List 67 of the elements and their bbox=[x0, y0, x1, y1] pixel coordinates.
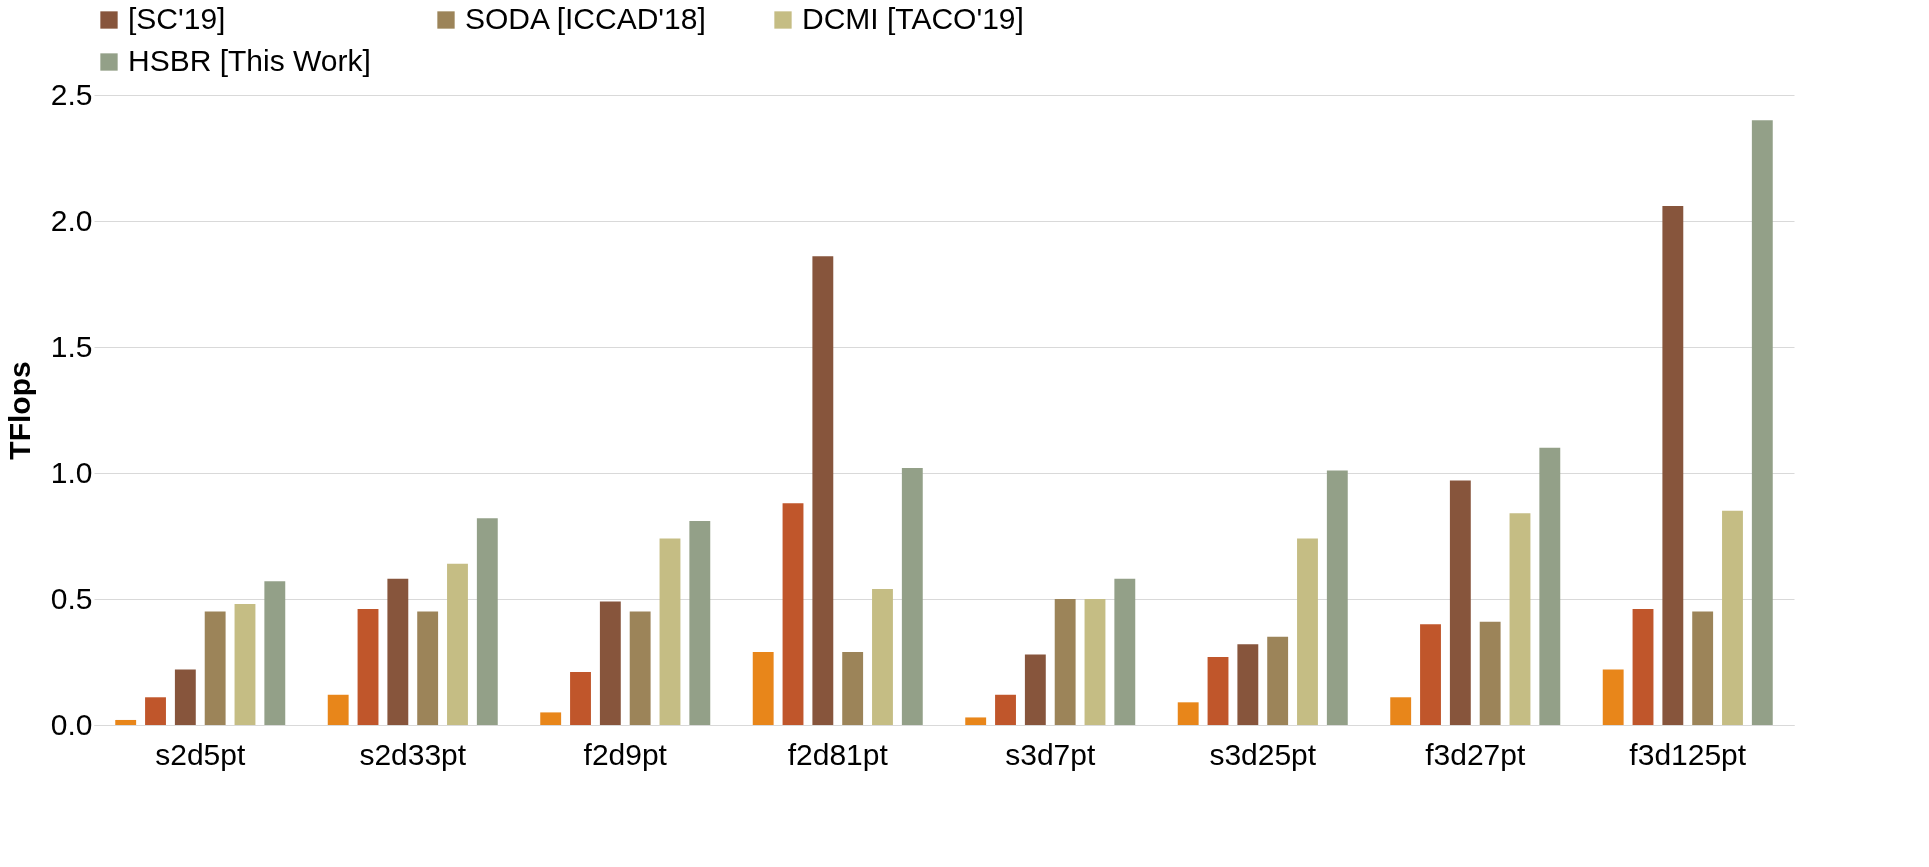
bar bbox=[1692, 611, 1714, 725]
bar bbox=[872, 588, 893, 725]
bar bbox=[234, 604, 256, 725]
bar bbox=[1662, 205, 1684, 725]
y-tick-label: 2.0 bbox=[50, 203, 93, 237]
bar bbox=[659, 538, 681, 725]
legend-label: DCMI [TACO'19] bbox=[802, 2, 1024, 35]
y-tick-label: 1.5 bbox=[50, 329, 93, 363]
y-tick-label: 2.5 bbox=[50, 77, 93, 111]
bar bbox=[115, 719, 137, 725]
bar bbox=[1207, 656, 1229, 725]
bar bbox=[965, 717, 987, 725]
bar bbox=[570, 672, 591, 725]
bar bbox=[842, 651, 864, 725]
x-tick-label: s3d25pt bbox=[1209, 737, 1317, 771]
bar bbox=[1509, 513, 1531, 725]
bar bbox=[145, 697, 166, 725]
bar bbox=[1420, 624, 1441, 725]
bar bbox=[1084, 599, 1106, 725]
bar bbox=[327, 694, 349, 725]
legend-label: [SC'19] bbox=[128, 2, 226, 35]
bar bbox=[599, 601, 621, 725]
bar bbox=[357, 609, 379, 725]
bar bbox=[476, 518, 498, 725]
bar bbox=[1114, 578, 1136, 725]
x-tick-label: s3d7pt bbox=[1005, 737, 1096, 771]
bar bbox=[1267, 636, 1289, 725]
bar bbox=[174, 669, 196, 725]
bar bbox=[1237, 644, 1259, 725]
y-tick-label: 1.0 bbox=[50, 455, 93, 489]
bar bbox=[264, 581, 286, 725]
x-tick-label: f2d9pt bbox=[583, 737, 668, 771]
bar bbox=[901, 467, 923, 725]
x-tick-label: f2d81pt bbox=[787, 737, 889, 771]
bar bbox=[1539, 447, 1561, 725]
y-axis-title: TFlops bbox=[2, 361, 36, 460]
bar bbox=[995, 694, 1016, 725]
bar bbox=[387, 578, 409, 725]
bar bbox=[629, 611, 651, 725]
legend-label: SODA [ICCAD'18] bbox=[465, 2, 706, 35]
x-tick-label: f3d125pt bbox=[1629, 737, 1747, 771]
x-tick-label: s2d33pt bbox=[359, 737, 467, 771]
x-tick-label: f3d27pt bbox=[1425, 737, 1526, 771]
bar bbox=[1054, 599, 1076, 725]
bar bbox=[1024, 654, 1046, 725]
bar bbox=[1297, 538, 1318, 725]
legend-label: HSBR [This Work] bbox=[128, 44, 371, 77]
bar bbox=[1602, 669, 1624, 725]
bar bbox=[782, 503, 804, 725]
bar bbox=[1326, 470, 1348, 725]
bar bbox=[1479, 621, 1501, 725]
bar bbox=[689, 520, 711, 725]
x-tick-label: s2d5pt bbox=[155, 737, 246, 771]
bar bbox=[1722, 510, 1743, 725]
bar bbox=[1751, 120, 1773, 725]
y-tick-label: 0.0 bbox=[50, 707, 93, 741]
bar bbox=[417, 611, 439, 725]
bar bbox=[540, 712, 562, 725]
bar bbox=[1632, 609, 1654, 725]
y-tick-label: 0.5 bbox=[50, 581, 93, 615]
bar bbox=[204, 611, 226, 725]
bar bbox=[1390, 697, 1412, 725]
bar bbox=[812, 256, 834, 725]
bar bbox=[447, 563, 468, 725]
bar bbox=[1177, 702, 1199, 725]
bar bbox=[1449, 480, 1471, 725]
bar bbox=[752, 651, 774, 725]
